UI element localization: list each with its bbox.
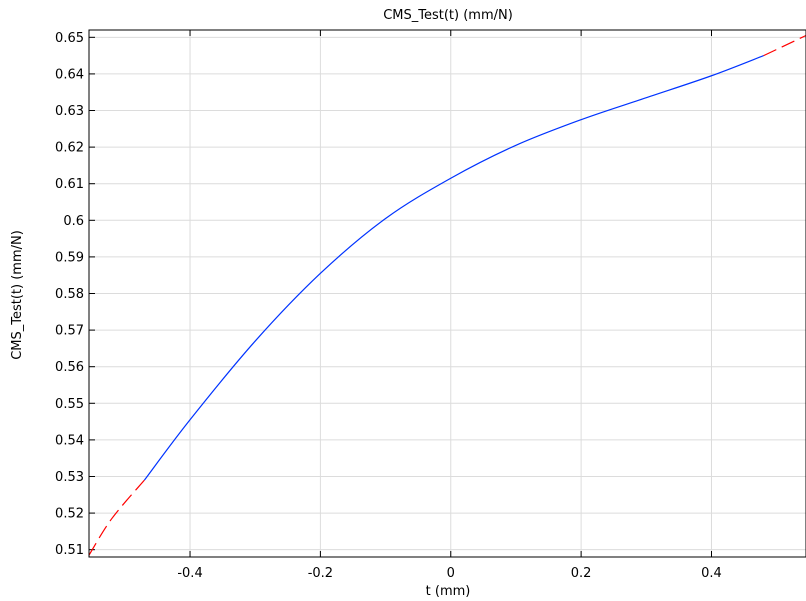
x-tick-label: 0.2 [571, 566, 592, 581]
y-tick-label: 0.65 [55, 31, 84, 46]
y-tick-label: 0.58 [55, 287, 84, 302]
y-tick-label: 0.57 [55, 324, 84, 339]
y-tick-label: 0.55 [55, 397, 84, 412]
x-tick-label: 0.4 [701, 566, 722, 581]
plot-frame [88, 29, 806, 558]
y-tick-label: 0.51 [55, 543, 84, 558]
y-tick-label: 0.64 [55, 67, 84, 82]
x-tick-label: -0.4 [177, 566, 202, 581]
chart-title: CMS_Test(t) (mm/N) [383, 8, 513, 23]
y-tick-label: 0.53 [55, 470, 84, 485]
y-tick-label: 0.61 [55, 177, 84, 192]
x-tick-label: 0 [447, 566, 455, 581]
y-tick-label: 0.54 [55, 433, 84, 448]
series [88, 34, 806, 556]
x-axis-label: t (mm) [426, 584, 471, 599]
ticks: -0.4 -0.2 0 0.2 0.4 0.51 0.52 0.53 0.54 0.55 0.56 0… [55, 30, 722, 581]
y-tick-label: 0.56 [55, 360, 84, 375]
extrapolation-line-2 [763, 34, 806, 57]
series-line-1 [143, 55, 764, 481]
y-tick-label: 0.59 [55, 250, 84, 265]
y-tick-label: 0.52 [55, 507, 84, 522]
grid [89, 30, 806, 557]
y-tick-label: 0.6 [63, 214, 84, 229]
y-axis-label: CMS_Test(t) (mm/N) [10, 230, 25, 360]
x-tick-label: -0.2 [308, 566, 333, 581]
y-tick-label: 0.63 [55, 104, 84, 119]
extrapolation-line-0 [88, 479, 145, 556]
y-tick-label: 0.62 [55, 141, 84, 156]
